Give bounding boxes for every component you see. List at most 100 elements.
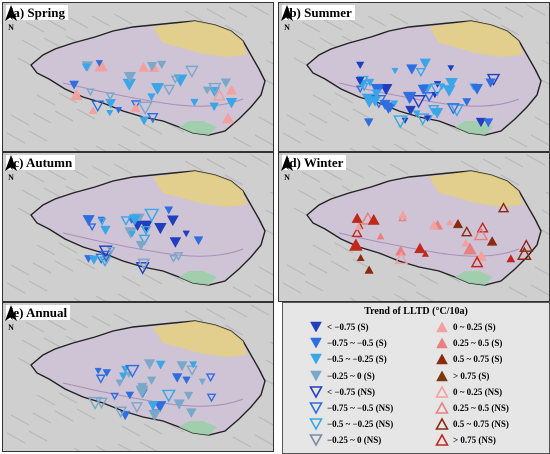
plateau-map xyxy=(3,3,273,151)
station-marker xyxy=(415,67,426,78)
station-marker xyxy=(135,262,150,275)
legend-item-label: 0.5 ~ 0.75 (S) xyxy=(453,354,503,365)
station-marker xyxy=(193,236,204,246)
north-arrow-icon: N xyxy=(5,155,17,181)
station-marker xyxy=(183,391,194,401)
station-marker xyxy=(150,83,165,95)
station-marker xyxy=(147,401,159,411)
station-marker xyxy=(212,89,226,101)
station-marker xyxy=(97,217,107,226)
station-marker xyxy=(138,234,151,246)
station-marker xyxy=(206,393,217,403)
triangle-up-icon xyxy=(435,433,449,447)
station-marker xyxy=(416,113,430,126)
station-marker xyxy=(355,85,365,94)
station-marker xyxy=(423,115,432,123)
station-marker xyxy=(421,250,430,257)
legend-item-label: 0.25 ~ 0.5 (NS) xyxy=(453,403,509,413)
station-marker xyxy=(139,116,149,126)
station-marker xyxy=(88,255,100,265)
station-marker xyxy=(147,113,159,124)
station-marker xyxy=(198,378,207,386)
plateau-map xyxy=(279,3,549,151)
station-marker xyxy=(137,258,151,271)
station-marker xyxy=(402,91,417,105)
station-marker xyxy=(190,98,199,107)
station-marker xyxy=(393,115,408,129)
station-marker xyxy=(130,102,141,113)
station-marker xyxy=(379,99,391,111)
station-marker xyxy=(164,206,174,215)
triangle-up-icon xyxy=(436,337,448,349)
station-marker xyxy=(189,361,198,369)
station-marker xyxy=(86,88,95,97)
station-marker xyxy=(202,86,212,95)
station-marker xyxy=(118,372,128,381)
station-marker xyxy=(423,92,435,103)
station-marker xyxy=(99,250,113,263)
station-marker xyxy=(185,408,197,418)
station-marker xyxy=(391,67,399,75)
north-arrow-icon: N xyxy=(281,5,293,31)
panel-label: (a) Spring xyxy=(6,5,68,20)
station-marker xyxy=(446,218,454,226)
legend-item: −0.75 ~ −0.5 (S) xyxy=(309,336,387,350)
station-marker xyxy=(205,373,216,383)
legend-item-label: 0 ~ 0.25 (S) xyxy=(453,322,496,332)
station-marker xyxy=(414,242,426,254)
triangle-up-icon xyxy=(435,385,449,398)
station-marker xyxy=(161,389,176,403)
svg-text:N: N xyxy=(8,23,14,31)
station-marker xyxy=(419,58,431,69)
legend-item: > 0.75 (NS) xyxy=(435,433,496,447)
plateau-map xyxy=(3,303,273,451)
station-marker xyxy=(130,100,142,110)
north-arrow-icon: N xyxy=(5,5,17,31)
panel-label: (d) Winter xyxy=(282,155,347,170)
legend-item-label: −0.5 ~ −0.25 (S) xyxy=(327,354,387,365)
station-marker xyxy=(87,223,97,232)
legend-item-label: < −0.75 (NS) xyxy=(327,386,376,397)
triangle-up-icon xyxy=(436,370,448,381)
svg-text:N: N xyxy=(8,173,14,181)
station-marker xyxy=(125,391,135,400)
station-marker xyxy=(445,77,458,90)
station-marker xyxy=(390,100,399,108)
station-marker xyxy=(486,236,498,246)
station-marker xyxy=(123,71,137,84)
station-marker xyxy=(147,93,156,102)
legend-item-label: −0.75 ~ −0.5 (S) xyxy=(327,338,387,349)
station-marker xyxy=(95,60,104,67)
triangle-down-icon xyxy=(310,370,322,382)
station-marker xyxy=(506,254,516,263)
station-marker xyxy=(475,117,487,128)
station-marker xyxy=(87,396,103,411)
legend-item-label: −0.25 ~ 0 (S) xyxy=(327,370,375,381)
station-marker xyxy=(208,82,222,95)
legend-item-label: > 0.75 (S) xyxy=(453,370,490,381)
station-marker xyxy=(143,359,156,370)
station-marker xyxy=(354,222,363,230)
map-panel-summer: (b) Summer N xyxy=(278,2,550,152)
legend: Trend of LLTD (°C/10a) < −0.75 (S) −0.75 … xyxy=(282,302,550,454)
station-marker xyxy=(95,374,106,384)
station-marker xyxy=(153,401,167,413)
station-marker xyxy=(169,237,182,248)
station-marker xyxy=(411,95,427,109)
station-marker xyxy=(406,64,418,75)
plateau-map xyxy=(279,153,549,301)
station-marker xyxy=(367,213,380,225)
station-marker xyxy=(185,65,199,79)
station-marker xyxy=(363,118,374,127)
plateau-map xyxy=(3,153,273,301)
station-marker xyxy=(146,376,157,385)
station-marker xyxy=(135,387,149,399)
station-marker xyxy=(157,60,167,70)
legend-item: < −0.75 (NS) xyxy=(309,385,375,399)
station-marker xyxy=(169,255,178,263)
station-marker xyxy=(376,232,385,240)
triangle-down-icon xyxy=(309,385,323,399)
legend-item: −0.5 ~ −0.25 (S) xyxy=(309,352,387,366)
station-marker xyxy=(497,202,510,213)
station-marker xyxy=(182,376,191,385)
